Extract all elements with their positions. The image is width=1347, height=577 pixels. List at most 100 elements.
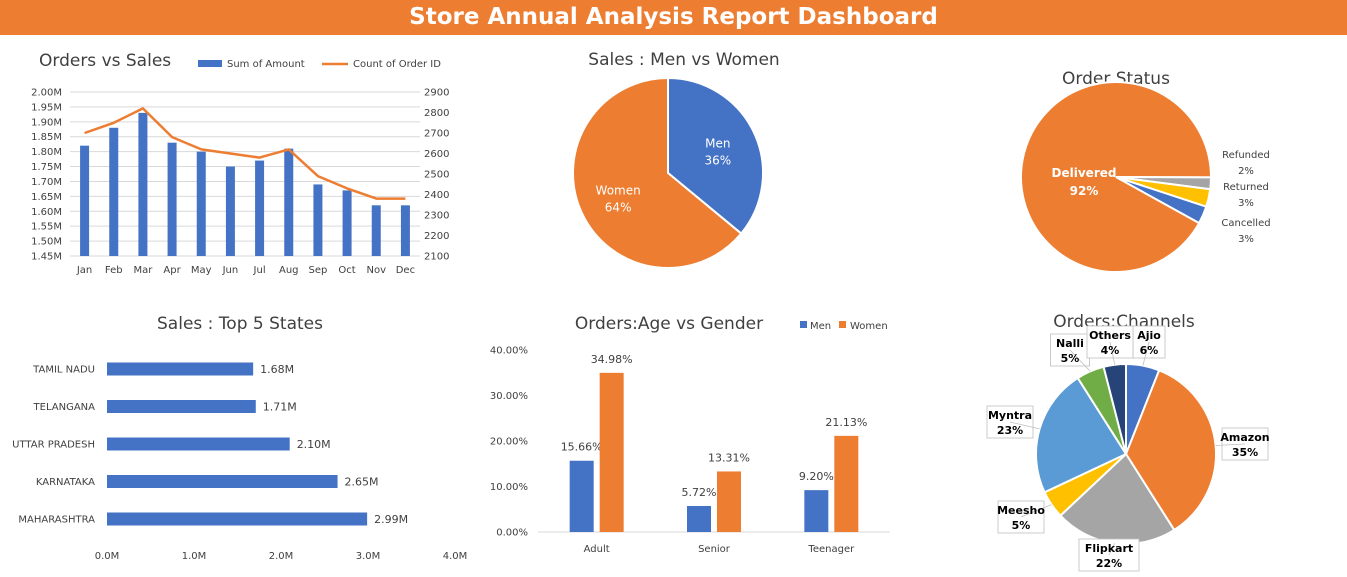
pie-slice-cancelled [1115, 176, 1208, 225]
data-label: 15.66% [561, 441, 603, 454]
slice-label-others: Others [1089, 329, 1131, 342]
x-tick-label: Oct [338, 265, 355, 276]
y-tick-label: 2.00M [31, 88, 62, 99]
slice-label-meesho: Meesho [997, 504, 1045, 517]
x-tick-label: Jan [76, 265, 92, 276]
orders-vs-sales-chart: Orders vs Sales Sum of Amount Count of Ord… [31, 51, 449, 276]
y2-tick-label: 2300 [424, 211, 449, 222]
slice-label-returned: Returned [1223, 182, 1269, 193]
slice-value-women: 64% [605, 200, 632, 214]
bar-uttar-pradesh [107, 437, 290, 451]
data-label: 1.71M [263, 401, 297, 414]
y-tick-label: 1.95M [31, 102, 62, 113]
chart-title: Sales : Top 5 States [157, 314, 323, 334]
y2-tick-label: 2900 [424, 88, 449, 99]
leader-line [1142, 341, 1150, 366]
x-tick-label: 4.0M [443, 551, 468, 562]
slice-label-refunded: Refunded [1222, 150, 1270, 161]
slice-value-refunded: 2% [1238, 166, 1254, 177]
y-tick-label: 40.00% [490, 346, 528, 357]
category-label: UTTAR PRADESH [12, 440, 95, 451]
channels-chart: Orders:ChannelsAjio6%Amazon35%Flipkart22… [986, 312, 1270, 572]
y2-tick-label: 2600 [424, 149, 449, 160]
x-tick-label: 3.0M [356, 551, 381, 562]
bar-amount-jun [225, 166, 235, 256]
y-tick-label: 20.00% [490, 437, 528, 448]
bar-amount-apr [167, 142, 177, 256]
x-tick-label: Sep [308, 265, 327, 276]
bar-men-adult [569, 460, 594, 532]
category-label: TELANGANA [33, 402, 96, 413]
chart-title: Order Status [1062, 69, 1170, 89]
bar-men-teenager [804, 490, 829, 532]
slice-label-nalli: Nalli [1056, 337, 1084, 350]
y-tick-label: 1.75M [31, 162, 62, 173]
y-tick-label: 1.65M [31, 192, 62, 203]
bar-amount-mar [138, 112, 148, 256]
bar-telangana [107, 400, 256, 413]
slice-value-returned: 3% [1238, 198, 1254, 209]
bar-amount-sep [313, 184, 323, 256]
orders-vs-sales-panel: Orders vs Sales Sum of Amount Count of Ord… [2, 37, 462, 297]
bar-women-senior [717, 471, 741, 532]
bar-men-senior [687, 505, 711, 532]
pie-slice-men [667, 76, 764, 235]
legend-label-amount: Sum of Amount [227, 59, 305, 70]
slice-value-flipkart: 22% [1096, 557, 1122, 570]
dashboard-title: Store Annual Analysis Report Dashboard [0, 0, 1347, 35]
slice-label-flipkart: Flipkart [1085, 542, 1133, 555]
x-tick-label: Dec [396, 265, 415, 276]
bar-amount-nov [371, 205, 381, 256]
y2-tick-label: 2800 [424, 108, 449, 119]
y-tick-label: 10.00% [490, 482, 528, 493]
x-tick-label: 2.0M [269, 551, 294, 562]
bar-amount-aug [284, 148, 294, 256]
leader-line [1009, 421, 1040, 430]
top-states-panel: Sales : Top 5 States TAMIL NADU 1.68M TELAN… [2, 299, 478, 575]
sales-men-women-chart: Sales : Men vs Women Men 36% Women 64% [572, 50, 780, 269]
slice-label-delivered: Delivered [1052, 166, 1117, 180]
y-tick-label: 30.00% [490, 391, 528, 402]
order-status-chart: Order Status Delivered 92% Refunded 2% Return… [1020, 69, 1271, 273]
x-tick-label: 0.0M [95, 551, 120, 562]
x-tick-label: Teenager [807, 544, 855, 555]
legend-label-men: Men [810, 321, 831, 332]
chart-title: Orders vs Sales [39, 51, 171, 71]
slice-value-nalli: 5% [1061, 352, 1080, 365]
top-states-chart: Sales : Top 5 States TAMIL NADU 1.68M TELAN… [12, 314, 468, 562]
bar-amount-dec [400, 205, 410, 256]
age-gender-chart: Orders:Age vs Gender Men Women 40.00% 30.00%… [490, 314, 890, 555]
x-tick-label: Mar [133, 265, 153, 276]
x-tick-label: Adult [584, 544, 610, 555]
legend-swatch-women [839, 321, 846, 328]
slice-label-women: Women [596, 183, 641, 197]
slice-label-cancelled: Cancelled [1221, 218, 1270, 229]
slice-value-ajio: 6% [1140, 344, 1159, 357]
slice-value-amazon: 35% [1232, 446, 1258, 459]
legend-label-orders: Count of Order ID [353, 59, 441, 70]
x-tick-label: Senior [698, 544, 731, 555]
x-tick-label: Jun [222, 265, 239, 276]
pie-slice-myntra [1035, 376, 1128, 494]
order-status-panel: Order Status Delivered 92% Refunded 2% Return… [906, 37, 1347, 297]
y-tick-label: 1.55M [31, 222, 62, 233]
slice-label-myntra: Myntra [988, 409, 1032, 422]
leader-line [1109, 341, 1116, 365]
x-tick-label: Jul [253, 265, 266, 276]
y-tick-label: 1.85M [31, 132, 62, 143]
data-label: 21.13% [825, 416, 867, 429]
pie-slice-others [1102, 362, 1127, 455]
leader-line [1108, 543, 1116, 556]
slice-label-men: Men [705, 137, 730, 151]
bar-amount-oct [342, 190, 352, 256]
data-label: 13.31% [708, 451, 750, 464]
y-tick-label: 1.70M [31, 177, 62, 188]
leader-line [1069, 349, 1091, 372]
bar-amount-jul [255, 160, 265, 256]
bar-women-teenager [834, 435, 859, 532]
bar-karnataka [107, 475, 338, 488]
y2-tick-label: 2100 [424, 252, 449, 263]
bar-amount-jan [80, 145, 90, 256]
bar-women-adult [599, 372, 624, 532]
legend-label-women: Women [850, 321, 888, 332]
